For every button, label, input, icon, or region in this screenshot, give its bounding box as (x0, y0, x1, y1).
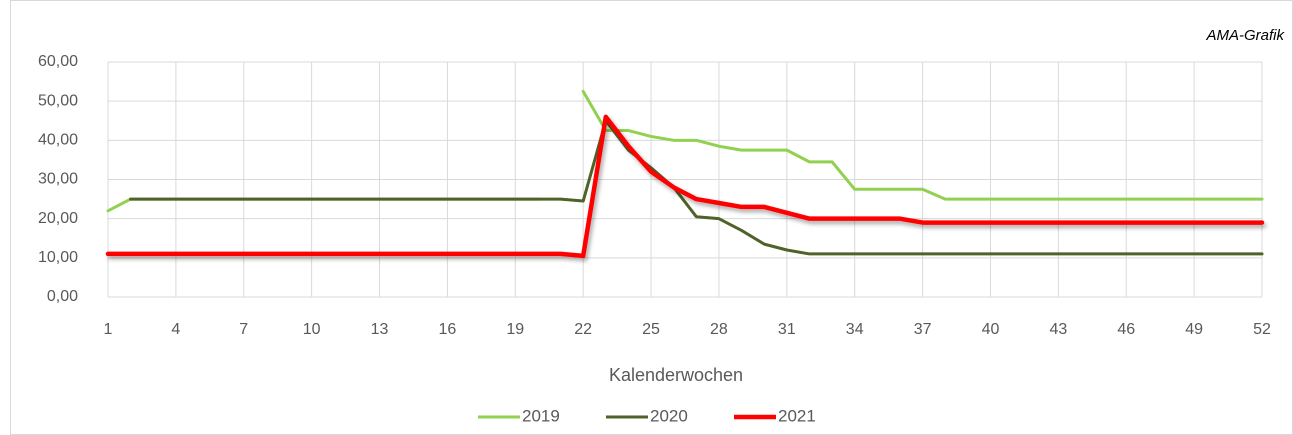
series-line (129, 119, 1264, 256)
x-tick-label: 43 (1049, 321, 1067, 338)
legend-label: 2019 (522, 406, 560, 425)
y-tick-label: 20,00 (38, 210, 78, 227)
x-tick-label: 52 (1253, 321, 1271, 338)
x-tick-label: 25 (642, 321, 660, 338)
annotation: AMA-Grafik (1205, 27, 1285, 44)
series-line (105, 114, 1265, 259)
x-axis-title: Kalenderwochen (609, 365, 743, 385)
x-tick-label: 49 (1185, 321, 1203, 338)
x-tick-label: 10 (303, 321, 321, 338)
y-tick-label: 0,00 (47, 288, 78, 305)
x-tick-label: 16 (439, 321, 457, 338)
x-tick-label: 34 (846, 321, 864, 338)
x-tick-label: 40 (982, 321, 1000, 338)
x-tick-label: 13 (371, 321, 389, 338)
x-tick-label: 31 (778, 321, 796, 338)
x-tick-label: 37 (914, 321, 932, 338)
x-tick-label: 7 (239, 321, 248, 338)
x-tick-label: 1 (104, 321, 113, 338)
x-tick-label: 22 (574, 321, 592, 338)
x-tick-label: 4 (171, 321, 180, 338)
x-tick-label: 19 (506, 321, 524, 338)
x-tick-label: 28 (710, 321, 728, 338)
x-tick-label: 46 (1117, 321, 1135, 338)
legend-label: 2021 (778, 406, 816, 425)
legend-label: 2020 (650, 406, 688, 425)
y-tick-label: 40,00 (38, 132, 78, 149)
y-tick-label: 10,00 (38, 249, 78, 266)
y-tick-label: 30,00 (38, 171, 78, 188)
y-tick-label: 50,00 (38, 92, 78, 109)
y-tick-label: 60,00 (38, 53, 78, 70)
